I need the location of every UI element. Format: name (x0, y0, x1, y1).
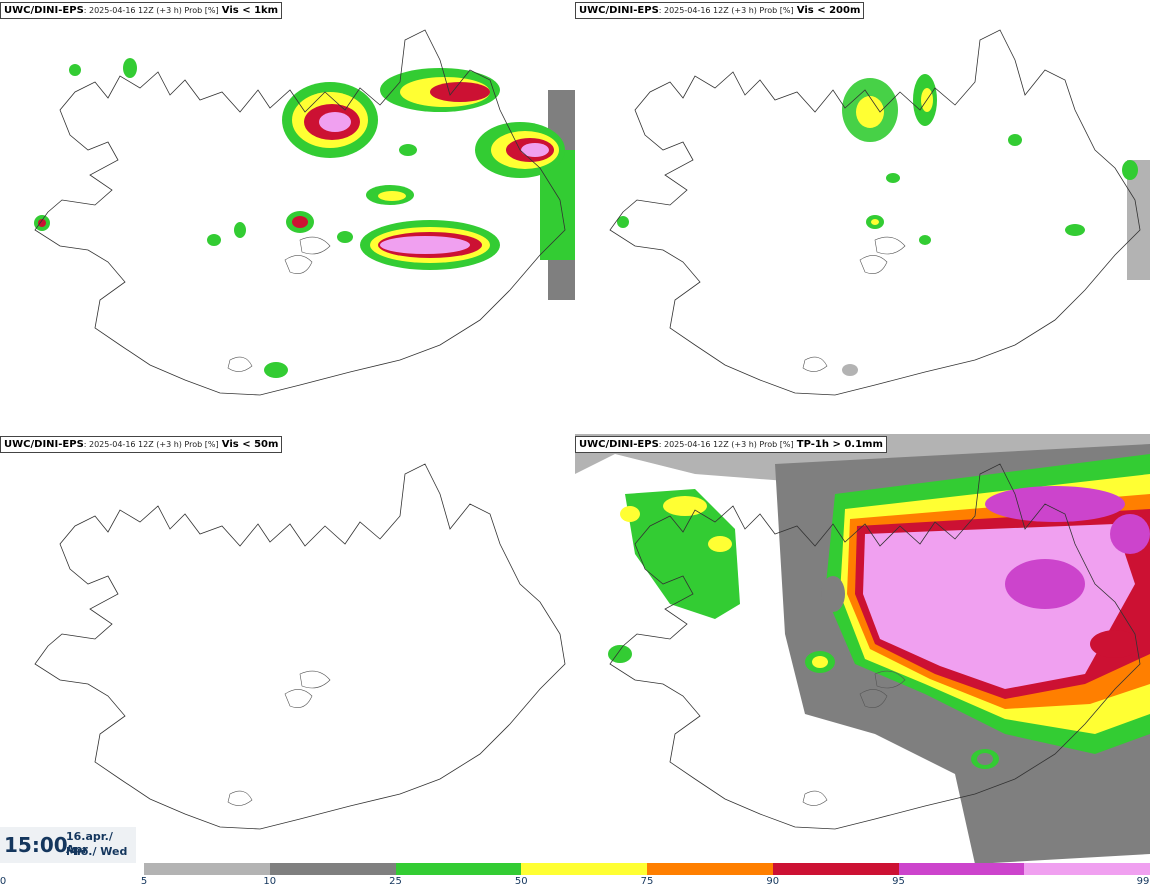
probability-field (617, 74, 1138, 376)
panel-title: UWC/DINI-EPS: 2025-04-16 12Z (+3 h) Prob… (575, 436, 887, 453)
legend-swatch (269, 863, 396, 875)
map-canvas (34, 29, 575, 396)
map-canvas (575, 434, 1150, 864)
legend-tick-label: 10 (263, 876, 277, 887)
probability-field (34, 58, 565, 378)
legend-swatch (395, 863, 522, 875)
legend-swatch (521, 863, 647, 875)
map-panel-vis-1km: UWC/DINI-EPS: 2025-04-16 12Z (+3 h) Prob… (0, 0, 575, 430)
legend-swatch (772, 863, 899, 875)
legend-tick-label: 95 (892, 876, 905, 887)
map-panel-vis-50m: UWC/DINI-EPS: 2025-04-16 12Z (+3 h) Prob… (0, 434, 575, 864)
legend-swatch (647, 863, 773, 875)
panel-title: UWC/DINI-EPS: 2025-04-16 12Z (+3 h) Prob… (0, 2, 283, 19)
valid-date: 16.apr./ Apr (66, 830, 113, 856)
legend-tick-label: 0 (0, 876, 7, 887)
legend-tick-label: 90 (766, 876, 780, 887)
map-panel-vis-200m: UWC/DINI-EPS: 2025-04-16 12Z (+3 h) Prob… (575, 0, 1150, 430)
legend-tick-label: 5 (140, 876, 148, 887)
map-canvas (34, 463, 566, 830)
legend-colorbar (144, 863, 1150, 875)
panel-title: UWC/DINI-EPS: 2025-04-16 12Z (+3 h) Prob… (0, 436, 283, 453)
map-panel-precip: UWC/DINI-EPS: 2025-04-16 12Z (+3 h) Prob… (575, 434, 1150, 864)
legend-swatch (144, 863, 270, 875)
valid-time-box: 15:00 16.apr./ Apr Mið./ Wed (0, 827, 136, 863)
map-canvas (609, 29, 1150, 396)
legend-tick-label: 99 (1136, 876, 1150, 887)
legend-tick-label: 25 (389, 876, 402, 887)
probability-field (575, 434, 1150, 864)
valid-day: Mið./ Wed (66, 845, 128, 858)
legend-swatch (898, 863, 1025, 875)
legend-tick-label: 75 (640, 876, 654, 887)
panel-title: UWC/DINI-EPS: 2025-04-16 12Z (+3 h) Prob… (575, 2, 865, 19)
legend-swatch (1024, 863, 1150, 875)
valid-time-clock: 15:00 (4, 833, 68, 857)
legend-tick-label: 50 (514, 876, 528, 887)
